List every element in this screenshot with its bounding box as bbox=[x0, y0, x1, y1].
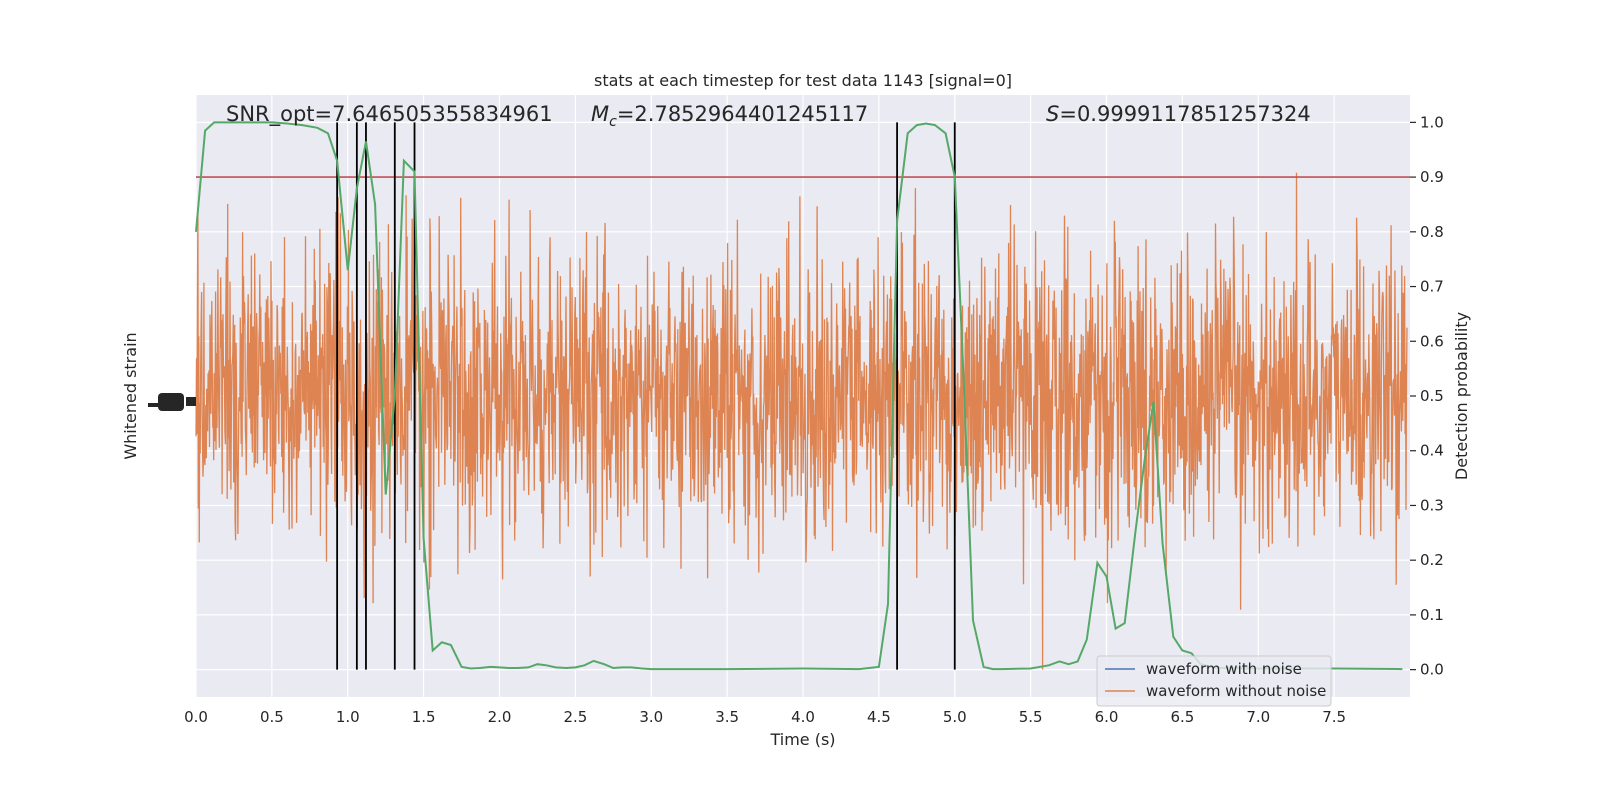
detection-probability-series bbox=[195, 121, 1403, 671]
score-symbol: S bbox=[1046, 102, 1059, 126]
y-tick-label-0: 0.0 bbox=[1420, 661, 1444, 679]
chart-title: stats at each timestep for test data 114… bbox=[594, 71, 1012, 90]
x-tick-label-4: 2.0 bbox=[488, 708, 512, 726]
waveform-without-noise-line bbox=[195, 172, 1408, 670]
chirp-mass-annotation: Mc=2.7852964401245117 bbox=[591, 102, 868, 130]
x-tick-label-2: 1.0 bbox=[336, 708, 360, 726]
legend: waveform with noise waveform without noi… bbox=[1096, 655, 1332, 707]
x-tick-label-7: 3.5 bbox=[715, 708, 739, 726]
y-tick-label-5: 0.5 bbox=[1420, 387, 1444, 405]
y-tick-label-6: 0.6 bbox=[1420, 332, 1444, 350]
y-tick-label-3: 0.3 bbox=[1420, 496, 1444, 514]
detection-probability-line bbox=[195, 121, 1403, 671]
legend-box bbox=[1096, 655, 1332, 707]
x-tick-label-15: 7.5 bbox=[1322, 708, 1346, 726]
y-tick-label-1: 0.1 bbox=[1420, 606, 1444, 624]
x-tick-label-3: 1.5 bbox=[412, 708, 436, 726]
axes-group: 0.0 0.5 1.0 1.5 2.0 2.5 3.0 3.5 4.0 4.5 5.0 5.5 6.0 6… bbox=[184, 113, 1444, 726]
x-tick-label-11: 5.5 bbox=[1019, 708, 1043, 726]
right-y-axis-label: Detection probability bbox=[1452, 312, 1471, 480]
y-tick-label-10: 1.0 bbox=[1420, 113, 1444, 131]
y-tick-label-4: 0.4 bbox=[1420, 442, 1444, 460]
legend-entry-without-noise: waveform without noise bbox=[1146, 682, 1326, 700]
x-axis-label: Time (s) bbox=[769, 730, 835, 749]
y-tick-label-7: 0.7 bbox=[1420, 278, 1444, 296]
y-tick-label-8: 0.8 bbox=[1420, 223, 1444, 241]
x-tick-label-14: 7.0 bbox=[1246, 708, 1270, 726]
waveform-without-noise-series bbox=[195, 172, 1408, 670]
chirp-mass-symbol: M bbox=[591, 102, 609, 126]
score-annotation: S=0.9999117851257324 bbox=[1046, 102, 1311, 126]
x-tick-label-8: 4.0 bbox=[791, 708, 815, 726]
left-tick-mark bbox=[186, 397, 196, 406]
x-tick-label-10: 5.0 bbox=[943, 708, 967, 726]
left-axis-tick-cluster bbox=[148, 393, 196, 411]
snr-annotation: SNR_opt=7.646505355834961 bbox=[226, 102, 553, 127]
y-tick-label-9: 0.9 bbox=[1420, 168, 1444, 186]
chirp-mass-subscript: c bbox=[609, 114, 617, 130]
score-value: =0.9999117851257324 bbox=[1059, 102, 1310, 126]
chirp-mass-value: =2.7852964401245117 bbox=[617, 102, 868, 126]
x-tick-label-1: 0.5 bbox=[260, 708, 284, 726]
left-y-axis-label: Whitened strain bbox=[121, 332, 140, 459]
x-tick-label-0: 0.0 bbox=[184, 708, 208, 726]
x-tick-label-13: 6.5 bbox=[1170, 708, 1194, 726]
x-tick-label-5: 2.5 bbox=[563, 708, 587, 726]
left-tick-blob bbox=[158, 393, 184, 411]
left-tick-stub bbox=[148, 403, 160, 407]
x-tick-label-9: 4.5 bbox=[867, 708, 891, 726]
x-tick-label-12: 6.0 bbox=[1095, 708, 1119, 726]
legend-entry-with-noise: waveform with noise bbox=[1146, 660, 1302, 678]
y-tick-label-2: 0.2 bbox=[1420, 551, 1444, 569]
x-tick-label-6: 3.0 bbox=[639, 708, 663, 726]
